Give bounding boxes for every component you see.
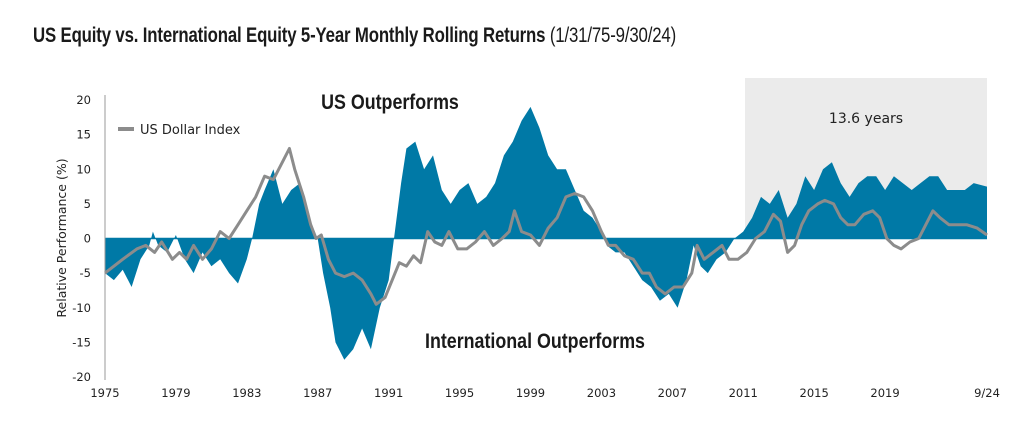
annotation-us-outperforms: US Outperforms <box>321 91 459 115</box>
us-dollar-index-line <box>104 147 988 306</box>
y-tick-label: 0 <box>84 232 91 246</box>
chart-title-range: (1/31/75-9/30/24) <box>549 24 677 47</box>
x-tick-labels: 1975 1979 1983 1987 1991 1995 1999 2003 2007 2011… <box>90 386 1000 400</box>
x-tick-label: 9/24 <box>974 386 1000 400</box>
y-tick-labels: 20 15 10 5 0 -5 -10 -15 -20 <box>72 93 91 384</box>
chart-title-main: US Equity vs. International Equity 5-Yea… <box>33 24 546 47</box>
x-tick-label: 1991 <box>374 386 403 400</box>
y-tick-label: -5 <box>80 266 91 280</box>
x-tick-label: 2019 <box>870 386 899 400</box>
x-tick-label: 2015 <box>800 386 829 400</box>
x-tick-label: 1995 <box>445 386 474 400</box>
y-tick-label: -10 <box>72 301 91 315</box>
chart-title: US Equity vs. International Equity 5-Yea… <box>33 24 676 48</box>
annotation-international-outperforms: International Outperforms <box>425 330 645 354</box>
y-tick-label: 20 <box>76 93 91 107</box>
x-tick-label: 1975 <box>90 386 119 400</box>
y-tick-label: -15 <box>72 335 91 349</box>
x-tick-label: 1999 <box>516 386 545 400</box>
legend-label-us-dollar-index: US Dollar Index <box>140 123 241 138</box>
x-tick-label: 2007 <box>658 386 687 400</box>
x-tick-label: 2011 <box>729 386 758 400</box>
y-tick-label: 5 <box>84 197 91 211</box>
x-tick-label: 1987 <box>303 386 332 400</box>
y-tick-label: 15 <box>76 128 91 142</box>
x-tick-label: 1979 <box>161 386 190 400</box>
shaded-region-label: 13.6 years <box>829 111 903 127</box>
y-axis-label: Relative Performance (%) <box>54 158 69 317</box>
y-tick-label: 10 <box>76 162 91 176</box>
x-tick-label: 1983 <box>232 386 261 400</box>
y-tick-label: -20 <box>72 370 91 384</box>
x-tick-label: 2003 <box>587 386 616 400</box>
